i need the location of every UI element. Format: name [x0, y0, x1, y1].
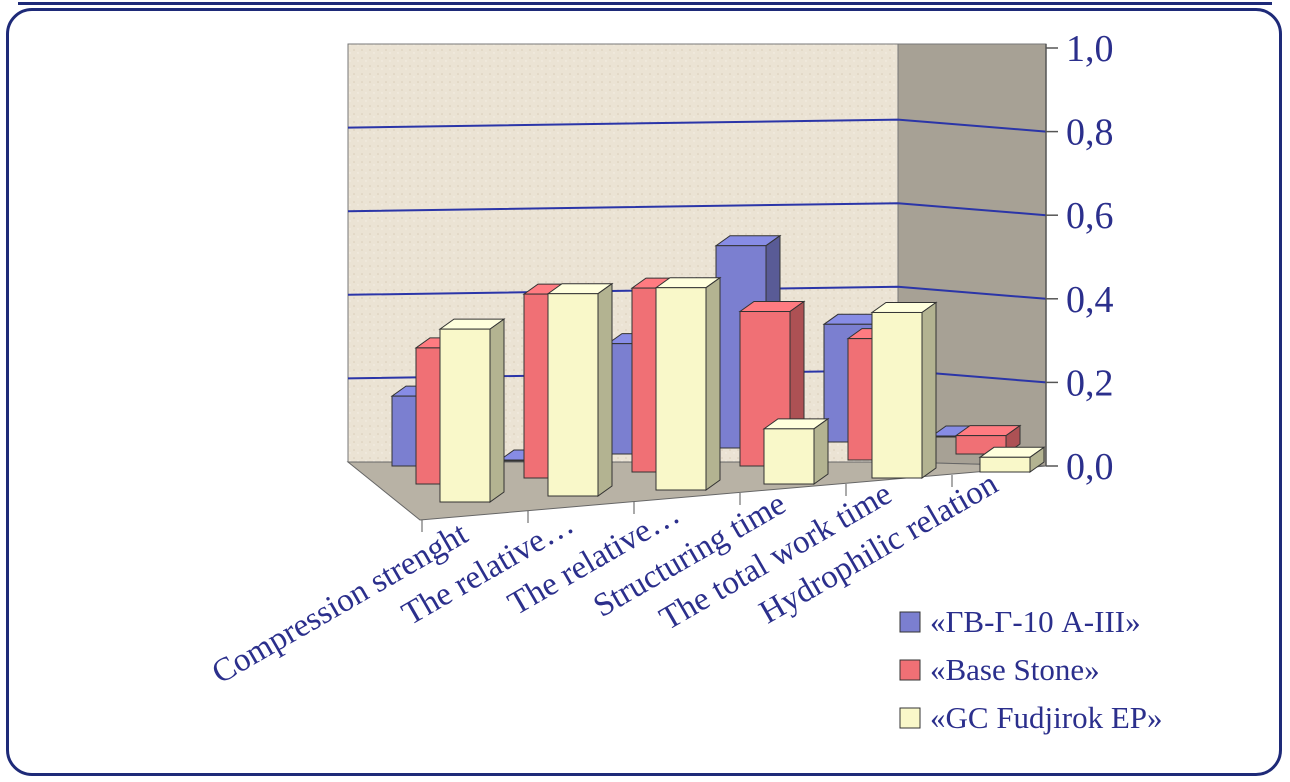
- bar-side: [597, 282, 613, 497]
- bar-side: [813, 417, 829, 485]
- legend: «ГВ-Г-10 А-III» «Base Stone» «GC Fudjirok …: [899, 604, 1163, 735]
- bar-front: [547, 293, 599, 497]
- y-tick-label: 0,0: [1066, 446, 1114, 488]
- bar-front: [763, 428, 815, 485]
- bar: [978, 446, 1046, 473]
- y-tick-label: 0,8: [1066, 112, 1114, 154]
- y-axis-ticks: 0,0 0,2 0,4 0,6 0,8 1,0: [1045, 28, 1114, 488]
- bar: [654, 276, 722, 491]
- bar-side: [705, 276, 721, 491]
- bars: [390, 234, 1046, 503]
- legend-label: «GC Fudjirok EP»: [930, 700, 1163, 735]
- gridline: [347, 118, 1047, 133]
- bar-front: [439, 328, 491, 503]
- bar-front: [655, 287, 707, 491]
- top-border-line: [18, 2, 1272, 5]
- y-tick-label: 0,2: [1066, 362, 1114, 404]
- bar: [762, 417, 830, 485]
- legend-label: «ГВ-Г-10 А-III»: [930, 604, 1141, 639]
- y-tick-label: 0,4: [1066, 279, 1114, 321]
- legend-swatch: [899, 707, 921, 729]
- bar-front: [871, 311, 923, 479]
- y-tick-label: 1,0: [1066, 28, 1114, 70]
- bar-front: [979, 456, 1031, 473]
- bar: [546, 282, 614, 497]
- bar-side: [921, 301, 937, 479]
- legend-label: «Base Stone»: [930, 652, 1100, 687]
- bar-side: [489, 318, 505, 503]
- legend-swatch: [899, 659, 921, 681]
- bar: [870, 301, 938, 479]
- y-tick-label: 0,6: [1066, 195, 1114, 237]
- legend-swatch: [899, 611, 921, 633]
- bar: [438, 318, 506, 503]
- gridline: [347, 202, 1047, 217]
